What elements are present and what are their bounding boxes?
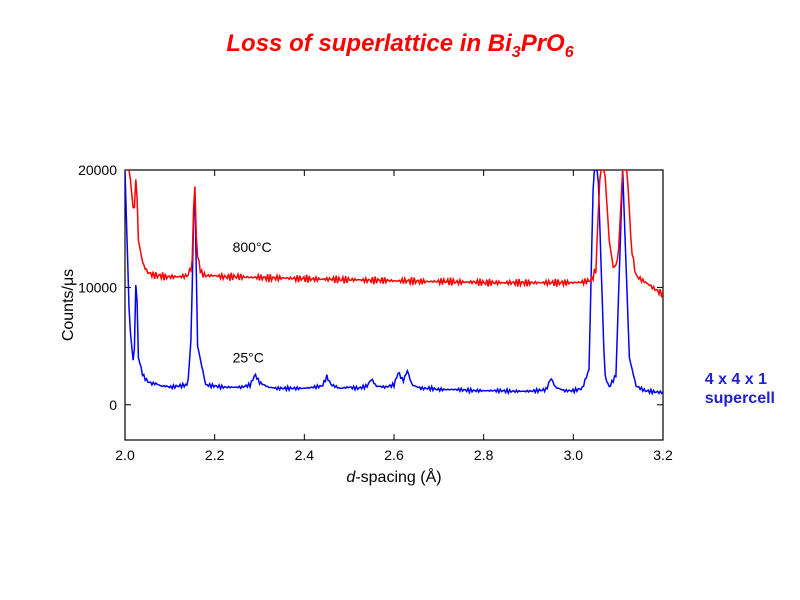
annotation-line1: 4 x 4 x 1 <box>705 370 775 389</box>
diffraction-chart: 2.0 2.2 2.4 2.6 2.8 3.0 3.2 0 10000 20000 d-spacin… <box>55 160 675 490</box>
supercell-annotation: 4 x 4 x 1 supercell <box>705 370 775 408</box>
svg-text:2.8: 2.8 <box>474 447 494 463</box>
svg-text:800°C: 800°C <box>233 239 272 255</box>
page-title: Loss of superlattice in Bi3PrO6 <box>0 30 800 62</box>
svg-text:Counts/μs: Counts/μs <box>60 269 77 341</box>
svg-text:20000: 20000 <box>78 162 117 178</box>
svg-text:2.0: 2.0 <box>115 447 135 463</box>
svg-text:25°C: 25°C <box>233 350 264 366</box>
svg-text:0: 0 <box>109 397 117 413</box>
svg-text:2.6: 2.6 <box>384 447 404 463</box>
svg-text:2.4: 2.4 <box>295 447 315 463</box>
annotation-line2: supercell <box>705 389 775 408</box>
svg-text:3.0: 3.0 <box>564 447 584 463</box>
svg-text:10000: 10000 <box>78 279 117 295</box>
svg-text:2.2: 2.2 <box>205 447 225 463</box>
svg-text:3.2: 3.2 <box>653 447 673 463</box>
svg-text:d-spacing (Å): d-spacing (Å) <box>346 467 441 486</box>
